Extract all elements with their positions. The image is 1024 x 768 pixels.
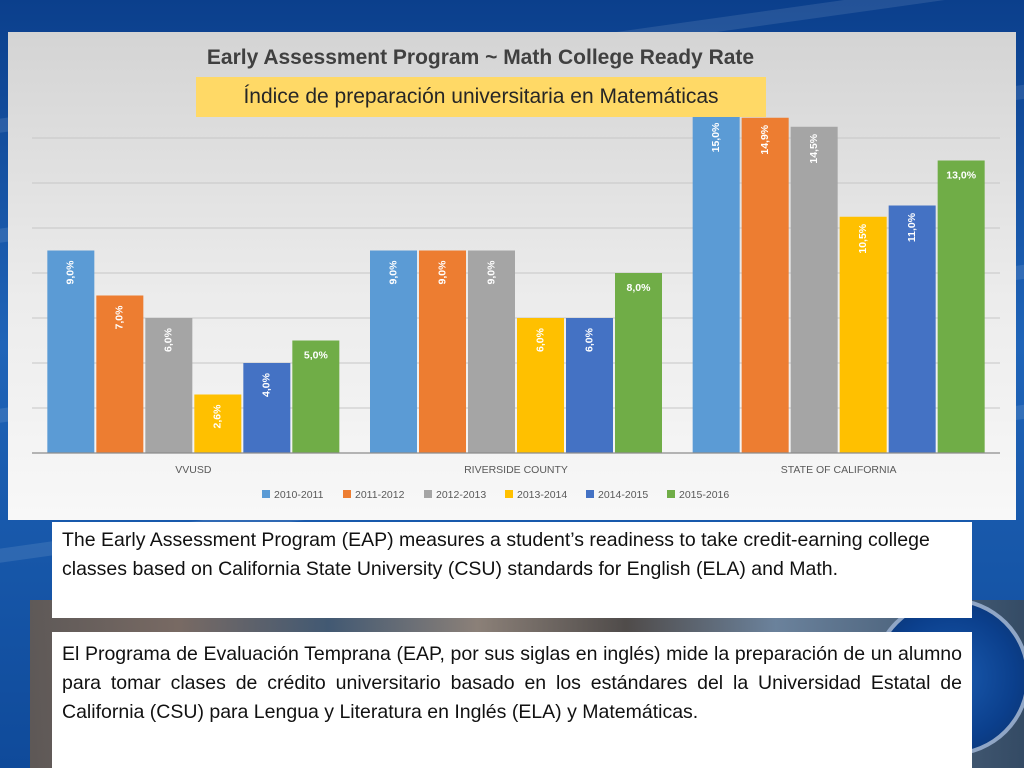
- bar: [468, 250, 515, 453]
- data-label: 9,0%: [387, 260, 399, 285]
- data-label: 14,9%: [759, 124, 771, 154]
- bar: [370, 250, 417, 453]
- data-label: 15,0%: [710, 122, 722, 152]
- category-label: RIVERSIDE COUNTY: [464, 464, 568, 476]
- legend-entry: 2010-2011: [274, 489, 324, 501]
- chart-subtitle: Índice de preparación universitaria en M…: [196, 77, 766, 117]
- data-label: 14,5%: [808, 133, 820, 163]
- chart-panel: 9,0% 7,0% 6,0% 2,6% 4,0% 5,0% VVUSD 9,0% 9,0% 9,0…: [8, 32, 1016, 520]
- data-label: 9,0%: [485, 260, 497, 285]
- data-label: 9,0%: [436, 260, 448, 285]
- legend-entry: 2013-2014: [517, 489, 567, 501]
- data-label: 13,0%: [946, 170, 976, 182]
- data-label: 8,0%: [627, 282, 652, 294]
- bar: [96, 295, 144, 453]
- legend-swatch: [424, 490, 432, 498]
- data-label: 9,0%: [65, 260, 77, 285]
- category-label: VVUSD: [175, 464, 212, 476]
- legend-swatch: [343, 490, 351, 498]
- legend-entry: 2012-2013: [436, 489, 486, 501]
- data-label: 6,0%: [583, 327, 595, 352]
- bar: [292, 340, 340, 453]
- bar-chart: 9,0% 7,0% 6,0% 2,6% 4,0% 5,0% VVUSD 9,0% 9,0% 9,0…: [32, 115, 1000, 501]
- data-label: 2,6%: [212, 404, 224, 429]
- bar: [517, 318, 564, 453]
- bar: [566, 318, 613, 453]
- spanish-description: El Programa de Evaluación Temprana (EAP,…: [52, 632, 972, 768]
- chart-title: Early Assessment Program ~ Math College …: [206, 46, 755, 69]
- legend-entry: 2011-2012: [355, 489, 405, 501]
- bar: [692, 115, 740, 453]
- category-label: STATE OF CALIFORNIA: [781, 464, 897, 476]
- bar: [741, 117, 789, 453]
- data-label: 11,0%: [906, 212, 918, 242]
- data-label: 6,0%: [534, 327, 546, 352]
- data-label: 10,5%: [857, 223, 869, 253]
- bar: [419, 250, 466, 453]
- bar: [47, 250, 95, 453]
- data-label: 7,0%: [114, 305, 126, 330]
- data-label: 4,0%: [261, 372, 273, 397]
- legend-entry: 2014-2015: [598, 489, 648, 501]
- bar: [243, 363, 291, 453]
- bar: [790, 126, 838, 453]
- bar: [145, 318, 193, 453]
- legend-swatch: [505, 490, 513, 498]
- bar: [194, 394, 242, 453]
- bar: [839, 216, 887, 453]
- data-label: 6,0%: [163, 327, 175, 352]
- legend-swatch: [262, 490, 270, 498]
- legend-swatch: [586, 490, 594, 498]
- bar: [888, 205, 936, 453]
- bar: [615, 273, 662, 453]
- legend-entry: 2015-2016: [679, 489, 729, 501]
- english-description: The Early Assessment Program (EAP) measu…: [52, 522, 972, 618]
- legend-swatch: [667, 490, 675, 498]
- bar: [937, 160, 985, 453]
- data-label: 5,0%: [304, 350, 329, 362]
